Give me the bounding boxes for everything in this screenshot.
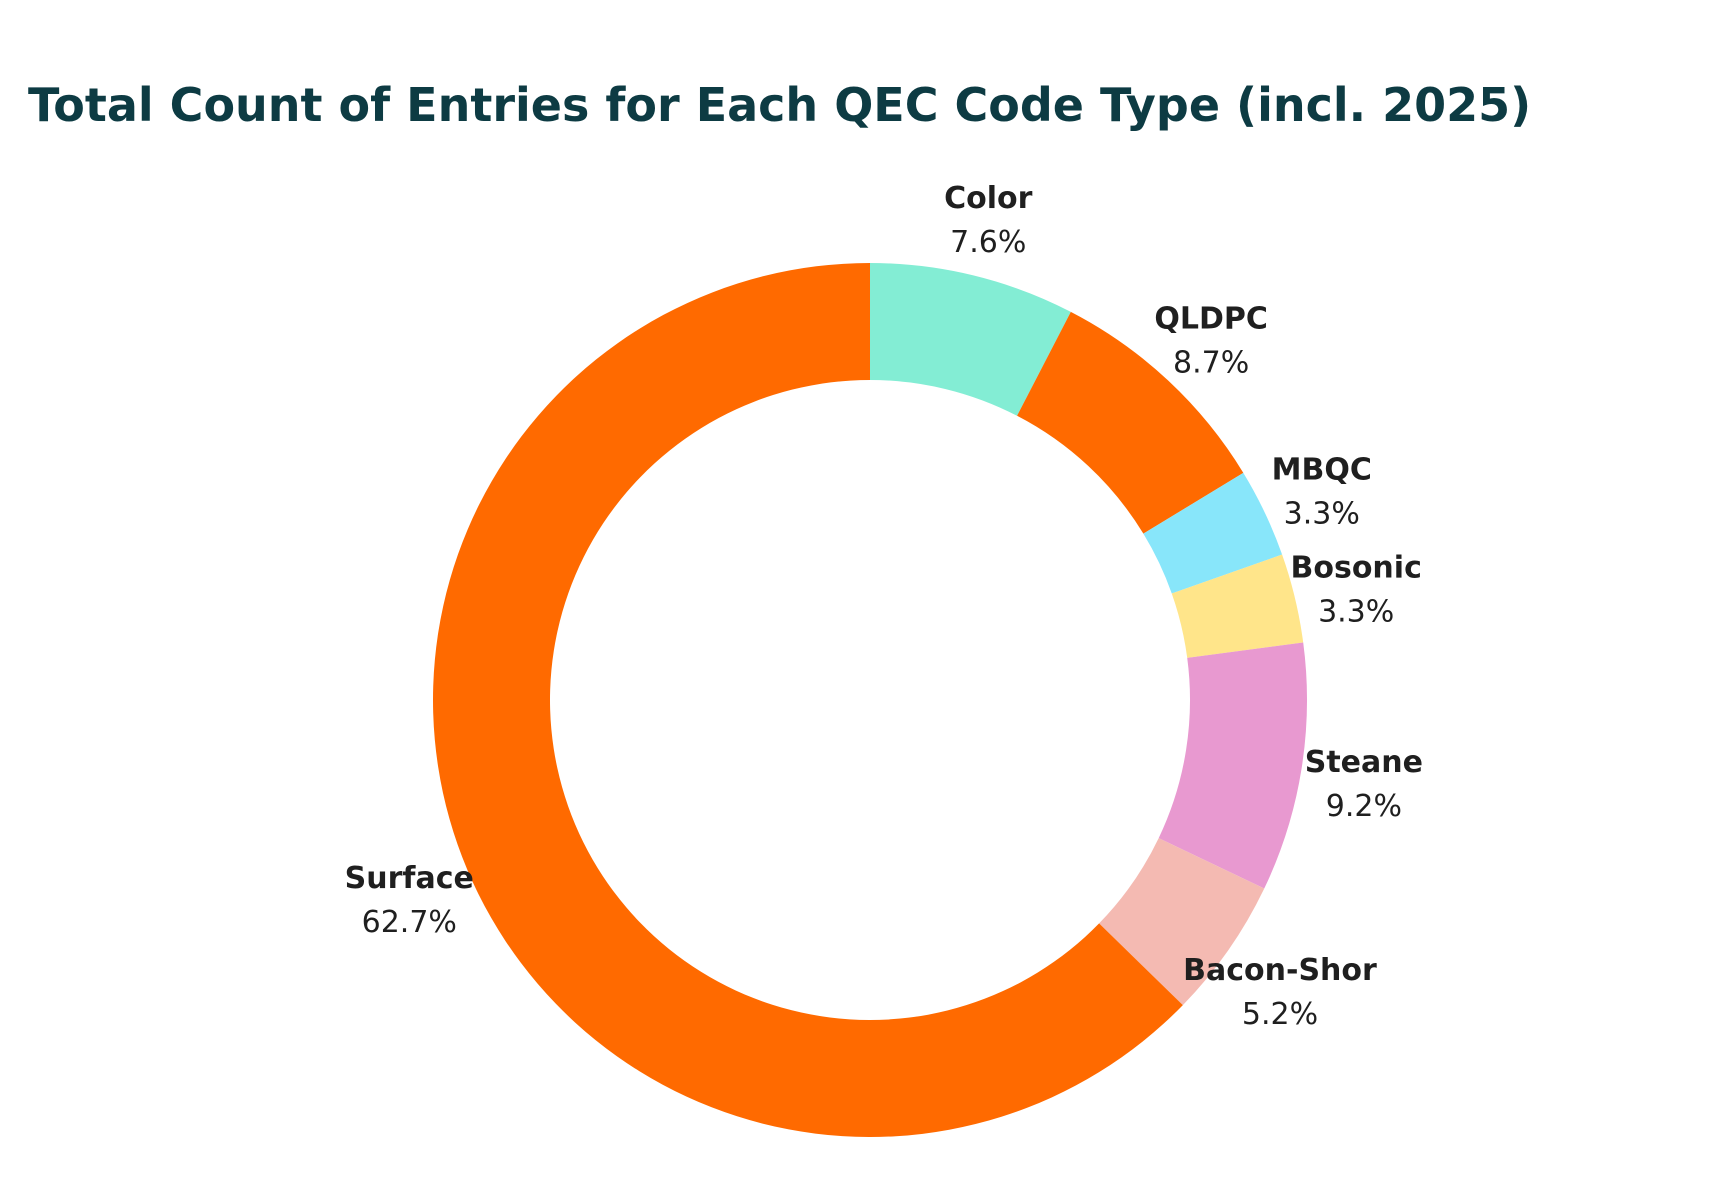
slice-value-bacon-shor: 5.2% <box>1242 997 1318 1032</box>
slice-bacon-shor <box>1099 838 1265 1006</box>
slice-bosonic <box>1171 554 1304 658</box>
slice-value-qldpc: 8.7% <box>1173 345 1249 380</box>
slice-label-mbqc: MBQC <box>1272 453 1372 488</box>
slice-surface <box>432 263 1183 1137</box>
slice-label-surface: Surface <box>345 861 474 896</box>
slice-steane <box>1158 642 1307 889</box>
chart-title: Total Count of Entries for Each QEC Code… <box>28 78 1532 132</box>
slice-label-bacon-shor: Bacon-Shor <box>1183 953 1377 988</box>
slice-label-qldpc: QLDPC <box>1154 301 1268 336</box>
slice-value-steane: 9.2% <box>1326 789 1402 824</box>
slice-label-color: Color <box>944 181 1033 216</box>
slice-mbqc <box>1143 472 1283 594</box>
donut-slices <box>432 263 1307 1137</box>
slice-value-mbqc: 3.3% <box>1284 497 1360 532</box>
slice-value-bosonic: 3.3% <box>1318 594 1394 629</box>
slice-color <box>870 263 1071 416</box>
donut-labels: Color 7.6% QLDPC 8.7% MBQC 3.3% Bosonic 3.3% Ste… <box>345 181 1423 1032</box>
slice-value-surface: 62.7% <box>362 905 457 940</box>
slice-qldpc <box>1017 311 1244 534</box>
slice-label-steane: Steane <box>1305 745 1423 780</box>
slice-value-color: 7.6% <box>950 225 1026 260</box>
slice-label-bosonic: Bosonic <box>1290 550 1421 585</box>
